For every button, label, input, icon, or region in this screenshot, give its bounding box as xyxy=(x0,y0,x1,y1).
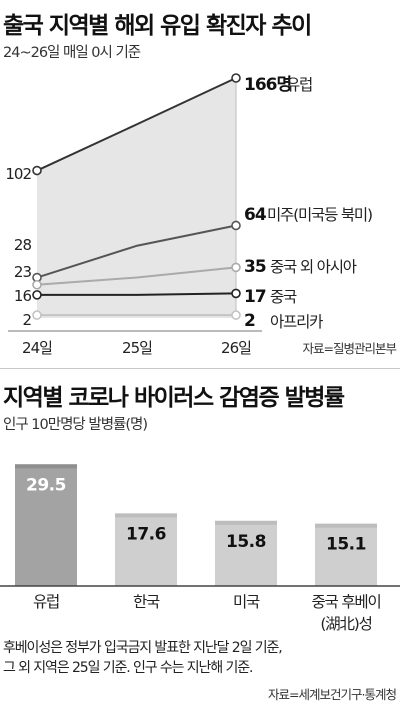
start-label-1: 28 xyxy=(14,236,32,254)
series-marker-3-2 xyxy=(231,288,241,299)
start-label-4: 2 xyxy=(22,311,31,329)
bar-category-label-3-0: 중국 후베이 xyxy=(311,593,380,611)
series-marker-4-0 xyxy=(32,310,42,320)
series-name-3: 중국 xyxy=(270,288,297,306)
x-tick-label-2: 26일 xyxy=(221,339,251,357)
bar-chart-title: 지역별 코로나 바이러스 감염증 발병률 xyxy=(3,385,345,411)
series-name-4: 아프리카 xyxy=(270,313,323,331)
series-line-1 xyxy=(36,224,237,279)
series-marker-2-0 xyxy=(32,279,42,290)
bar-top-edge-1 xyxy=(115,513,177,518)
bar-category-label-0-0: 유럽 xyxy=(33,593,59,611)
series-name-0: 유럽 xyxy=(286,76,312,94)
series-marker-4-2 xyxy=(231,310,241,320)
bar-top-edge-3 xyxy=(315,523,377,528)
bar-top-edge-2 xyxy=(215,520,277,525)
series-line-2 xyxy=(36,266,237,286)
x-tick-label-1: 25일 xyxy=(122,339,152,357)
start-label-2: 23 xyxy=(14,263,32,281)
bar-chart-subtitle: 인구 10만명당 발병률(명) xyxy=(3,417,148,433)
footnote-line-2: 그 외 지역은 25일 기준. 인구 수는 지난해 기준. xyxy=(3,660,253,676)
section-divider xyxy=(0,368,400,369)
series-name-1: 미주(미국등 북미) xyxy=(267,206,372,224)
end-value-0: 166명 xyxy=(244,75,291,95)
area-0 xyxy=(37,78,236,318)
bar-top-edge-0 xyxy=(15,464,77,469)
bar-category-label-3-1: (湖北)성 xyxy=(320,615,371,633)
bar-value-label-2: 15.8 xyxy=(226,532,266,552)
series-marker-0-0 xyxy=(32,165,42,176)
bar-1 xyxy=(115,513,177,586)
series-marker-3-0 xyxy=(32,290,42,300)
bar-value-label-3: 15.1 xyxy=(326,535,366,555)
bar-category-label-1-0: 한국 xyxy=(133,593,160,611)
end-value-1: 64 xyxy=(244,205,267,225)
line-chart-title: 출국 지역별 해외 유입 확진자 추이 xyxy=(3,13,312,39)
bar-3 xyxy=(315,523,377,586)
bar-category-label-2-0: 미국 xyxy=(233,593,260,611)
end-value-3: 17 xyxy=(244,287,266,307)
bar-0 xyxy=(15,464,77,586)
series-marker-1-2 xyxy=(231,220,241,231)
end-value-4: 2 xyxy=(244,311,255,331)
bar-value-label-0: 29.5 xyxy=(26,475,66,495)
footnote-line-1: 후베이성은 정부가 입국금지 발표한 지난달 2일 기준, xyxy=(3,640,283,656)
line-chart-subtitle: 24~26일 매일 0시 기준 xyxy=(3,45,141,61)
end-value-2: 35 xyxy=(244,257,266,277)
bar-2 xyxy=(215,520,277,586)
series-name-2: 중국 외 아시아 xyxy=(270,258,357,276)
start-label-3: 16 xyxy=(14,287,32,305)
series-line-3 xyxy=(37,292,237,296)
line-chart-source: 자료=질병관리본부 xyxy=(302,341,397,356)
bar-value-label-1: 17.6 xyxy=(126,524,166,544)
series-marker-2-2 xyxy=(231,262,241,273)
x-tick-label-0: 24일 xyxy=(22,339,52,357)
series-line-0 xyxy=(36,77,237,172)
series-marker-0-2 xyxy=(231,73,241,83)
start-label-0: 102 xyxy=(5,165,31,183)
bar-chart-source: 자료=세계보건기구·통계청 xyxy=(268,687,397,702)
